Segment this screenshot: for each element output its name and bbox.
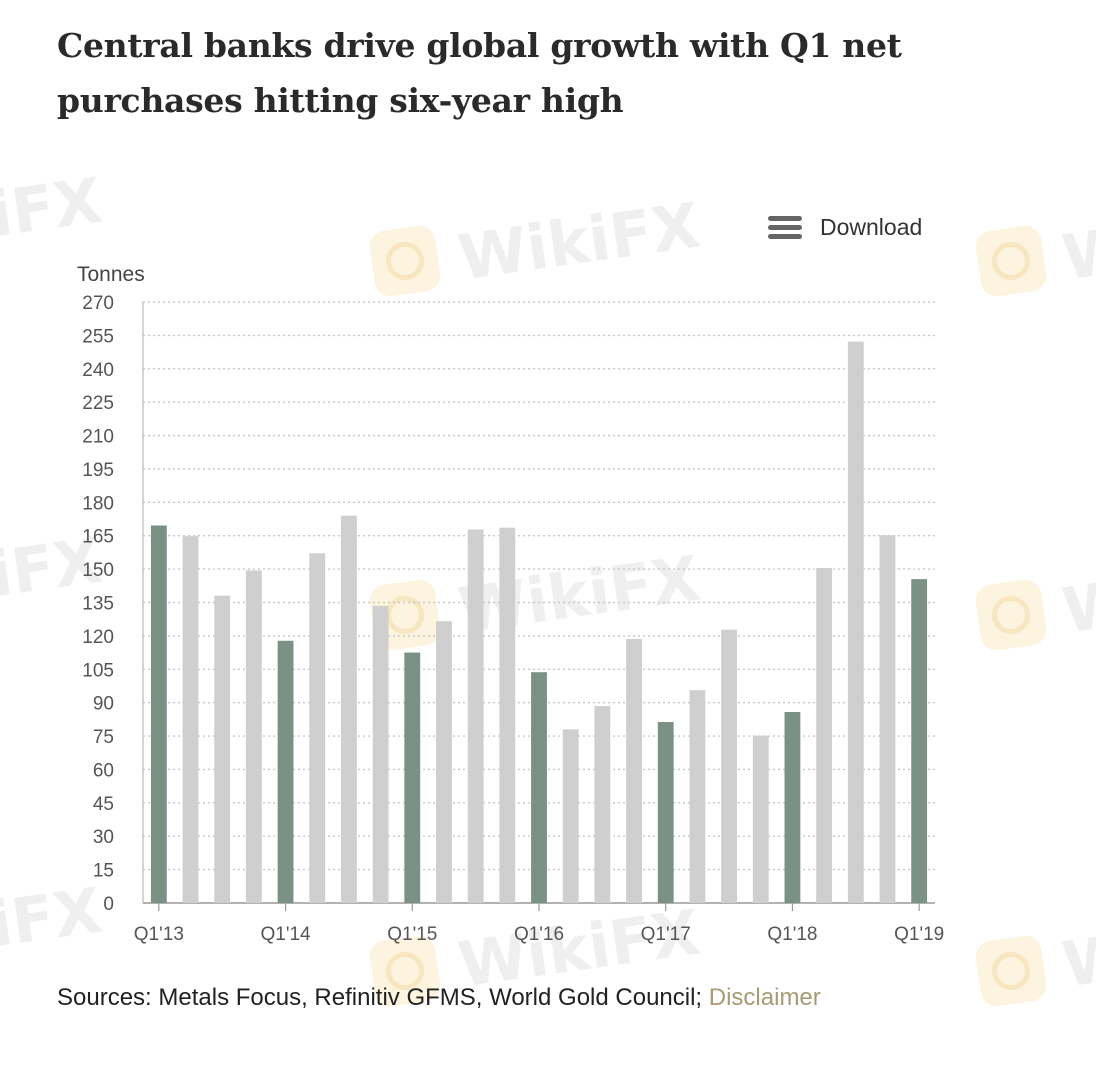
y-tick-label: 120: [82, 627, 114, 648]
tick-labels: 0 15 30 45 60 75 90 105 120 135 150 165 180 195 210 225…: [77, 263, 944, 945]
y-tick-label: 240: [82, 360, 114, 381]
y-tick-label: 60: [93, 760, 114, 781]
bar-q2-15[interactable]: [436, 621, 452, 903]
bar-q4-18[interactable]: [879, 535, 896, 903]
bar-q4-16[interactable]: [626, 639, 642, 903]
sources-text: Sources: Metals Focus, Refinitiv GFMS, W…: [57, 984, 709, 1011]
bar-q4-13[interactable]: [245, 570, 262, 903]
y-tick-label: 15: [93, 861, 114, 882]
bars: [150, 341, 928, 904]
bar-q1-14[interactable]: [277, 640, 294, 903]
bar-q1-15[interactable]: [404, 652, 421, 903]
bar-q2-17[interactable]: [689, 690, 706, 903]
y-tick-label: 45: [93, 794, 114, 815]
y-tick-label: 105: [82, 660, 114, 681]
y-tick-label: 150: [82, 560, 114, 581]
bar-q3-16[interactable]: [594, 706, 611, 903]
y-tick-label: 30: [93, 827, 114, 848]
x-tick-label: Q1'14: [261, 924, 312, 945]
y-tick-label: 270: [82, 293, 114, 314]
download-label: Download: [820, 213, 923, 240]
y-tick-label: 0: [103, 894, 114, 915]
bar-q4-14[interactable]: [372, 605, 389, 903]
bar-q4-17[interactable]: [752, 735, 769, 903]
bar-q3-17[interactable]: [721, 629, 737, 903]
bar-q3-13[interactable]: [214, 595, 231, 903]
bar-q2-14[interactable]: [309, 553, 326, 903]
bar-q4-15[interactable]: [499, 527, 516, 903]
chart-title: Central banks drive global growth with Q…: [57, 26, 902, 120]
y-tick-label: 255: [82, 326, 114, 347]
y-tick-label: 180: [82, 493, 114, 514]
x-tick-label: Q1'15: [387, 924, 437, 945]
hamburger-menu-icon: [768, 214, 802, 240]
x-tick-label: Q1'19: [894, 924, 944, 945]
x-tick-label: Q1'16: [514, 924, 564, 945]
bar-q1-13[interactable]: [150, 525, 167, 903]
bar-q1-19[interactable]: [911, 579, 928, 903]
sources-note: Sources: Metals Focus, Refinitiv GFMS, W…: [57, 984, 821, 1012]
bar-q2-16[interactable]: [562, 729, 579, 903]
x-tick-label: Q1'17: [641, 924, 691, 945]
bar-q2-18[interactable]: [816, 567, 833, 903]
y-tick-label: 135: [82, 594, 114, 615]
y-tick-label: 165: [82, 527, 114, 548]
bar-q1-18[interactable]: [784, 712, 801, 903]
y-tick-label: 75: [93, 727, 114, 748]
bar-q3-14[interactable]: [341, 515, 357, 903]
y-tick-label: 225: [82, 393, 114, 414]
y-tick-label: 90: [93, 694, 114, 715]
bar-q1-17[interactable]: [657, 722, 674, 903]
download-button[interactable]: Download: [768, 210, 922, 244]
bar-q3-15[interactable]: [467, 529, 484, 903]
x-tick-label: Q1'18: [767, 924, 817, 945]
bar-q1-16[interactable]: [531, 672, 547, 903]
bar-q3-18[interactable]: [847, 341, 864, 904]
y-tick-label: 195: [82, 460, 114, 481]
disclaimer-link[interactable]: Disclaimer: [708, 984, 821, 1011]
y-axis-title: Tonnes: [77, 263, 145, 286]
x-tick-label: Q1'13: [134, 924, 184, 945]
y-tick-label: 210: [82, 427, 114, 448]
bar-q2-13[interactable]: [182, 536, 199, 903]
